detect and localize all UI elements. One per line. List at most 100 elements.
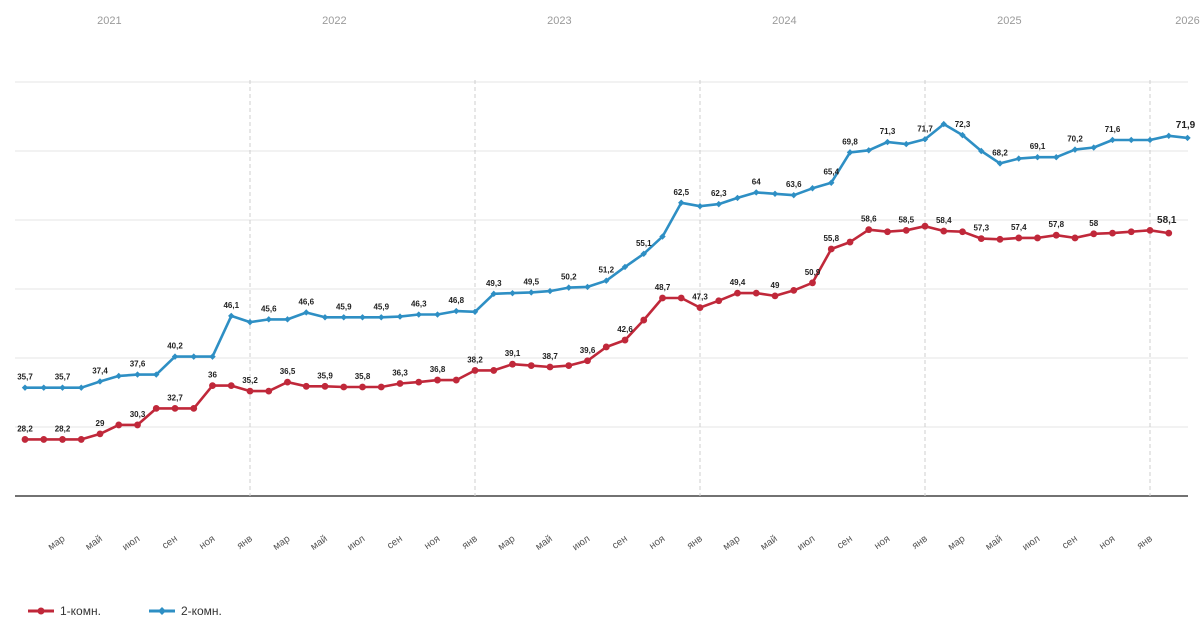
data-point[interactable] — [509, 360, 516, 368]
data-point[interactable] — [246, 318, 254, 326]
data-point[interactable] — [1015, 155, 1022, 162]
data-point[interactable] — [771, 292, 779, 300]
data-point[interactable] — [190, 353, 197, 360]
data-point[interactable] — [678, 199, 685, 206]
data-point[interactable] — [134, 421, 141, 429]
data-point[interactable] — [1052, 231, 1060, 239]
data-point[interactable] — [565, 362, 573, 369]
data-point[interactable] — [340, 314, 347, 321]
data-point[interactable] — [228, 312, 235, 320]
data-point[interactable] — [734, 289, 741, 297]
data-point[interactable] — [528, 289, 535, 296]
data-point[interactable] — [21, 436, 29, 443]
data-point[interactable] — [546, 363, 554, 371]
data-point[interactable] — [1146, 136, 1154, 144]
data-point[interactable] — [640, 316, 648, 324]
data-point[interactable] — [96, 430, 104, 438]
data-point[interactable] — [621, 336, 629, 344]
data-point[interactable] — [78, 384, 85, 391]
data-point[interactable] — [771, 190, 779, 197]
data-point[interactable] — [227, 382, 235, 389]
data-point[interactable] — [396, 380, 404, 387]
data-point[interactable] — [265, 316, 272, 323]
data-point[interactable] — [40, 436, 48, 443]
data-point[interactable] — [153, 371, 160, 378]
data-point[interactable] — [40, 384, 47, 391]
data-point[interactable] — [1034, 234, 1041, 242]
data-point[interactable] — [115, 372, 122, 380]
data-point[interactable] — [677, 294, 685, 302]
data-point[interactable] — [828, 179, 835, 186]
data-point[interactable] — [996, 235, 1004, 243]
data-point[interactable] — [659, 233, 666, 240]
data-point[interactable] — [321, 382, 329, 390]
data-point[interactable] — [509, 289, 516, 297]
data-point[interactable] — [584, 283, 591, 291]
data-point[interactable] — [1053, 154, 1060, 161]
data-point[interactable] — [602, 343, 610, 351]
data-point[interactable] — [827, 245, 835, 253]
data-point[interactable] — [752, 289, 760, 297]
data-point[interactable] — [1015, 234, 1023, 242]
data-point[interactable] — [471, 308, 479, 315]
data-point[interactable] — [753, 189, 760, 196]
data-point[interactable] — [209, 353, 216, 360]
data-point[interactable] — [790, 191, 797, 199]
legend-item-1-room[interactable]: 1-комн. — [28, 604, 101, 618]
data-point[interactable] — [996, 160, 1004, 167]
data-point[interactable] — [152, 404, 160, 412]
data-point[interactable] — [377, 383, 385, 391]
data-point[interactable] — [940, 120, 947, 128]
data-point[interactable] — [284, 378, 291, 386]
data-point[interactable] — [921, 222, 929, 230]
data-point[interactable] — [959, 228, 966, 236]
data-point[interactable] — [903, 140, 910, 148]
data-point[interactable] — [115, 421, 123, 429]
data-point[interactable] — [696, 304, 704, 312]
data-point[interactable] — [865, 147, 872, 154]
data-point[interactable] — [1090, 144, 1097, 151]
data-point[interactable] — [959, 131, 966, 139]
data-point[interactable] — [452, 376, 460, 384]
data-point[interactable] — [640, 250, 647, 258]
data-point[interactable] — [846, 149, 854, 156]
data-point[interactable] — [171, 404, 179, 412]
data-point[interactable] — [265, 387, 273, 395]
data-point[interactable] — [790, 286, 798, 294]
data-point[interactable] — [490, 367, 498, 374]
data-point[interactable] — [1034, 154, 1041, 161]
data-point[interactable] — [359, 383, 366, 391]
data-point[interactable] — [977, 235, 985, 243]
data-point[interactable] — [584, 357, 591, 365]
data-point[interactable] — [696, 203, 704, 210]
data-point[interactable] — [1146, 226, 1154, 234]
data-point[interactable] — [434, 311, 441, 318]
data-point[interactable] — [21, 384, 29, 391]
data-point[interactable] — [940, 227, 948, 235]
data-point[interactable] — [303, 309, 310, 316]
data-point[interactable] — [1165, 132, 1172, 140]
data-point[interactable] — [59, 436, 66, 443]
data-point[interactable] — [59, 384, 66, 391]
data-point[interactable] — [378, 314, 385, 321]
data-point[interactable] — [284, 316, 291, 323]
data-point[interactable] — [77, 436, 85, 443]
data-point[interactable] — [415, 378, 423, 386]
data-point[interactable] — [565, 284, 572, 291]
data-point[interactable] — [1127, 228, 1135, 236]
data-point[interactable] — [96, 378, 104, 385]
data-point[interactable] — [546, 287, 554, 295]
data-point[interactable] — [884, 138, 891, 146]
data-point[interactable] — [527, 362, 535, 369]
data-point[interactable] — [415, 311, 422, 318]
data-point[interactable] — [621, 263, 629, 271]
data-point[interactable] — [809, 279, 816, 287]
data-point[interactable] — [209, 382, 216, 389]
data-point[interactable] — [715, 200, 722, 208]
legend-item-2-room[interactable]: 2-комн. — [148, 604, 222, 618]
data-point[interactable] — [453, 307, 460, 315]
data-point[interactable] — [1071, 234, 1079, 242]
data-point[interactable] — [865, 226, 873, 234]
data-point[interactable] — [171, 353, 179, 360]
data-point[interactable] — [340, 383, 348, 391]
